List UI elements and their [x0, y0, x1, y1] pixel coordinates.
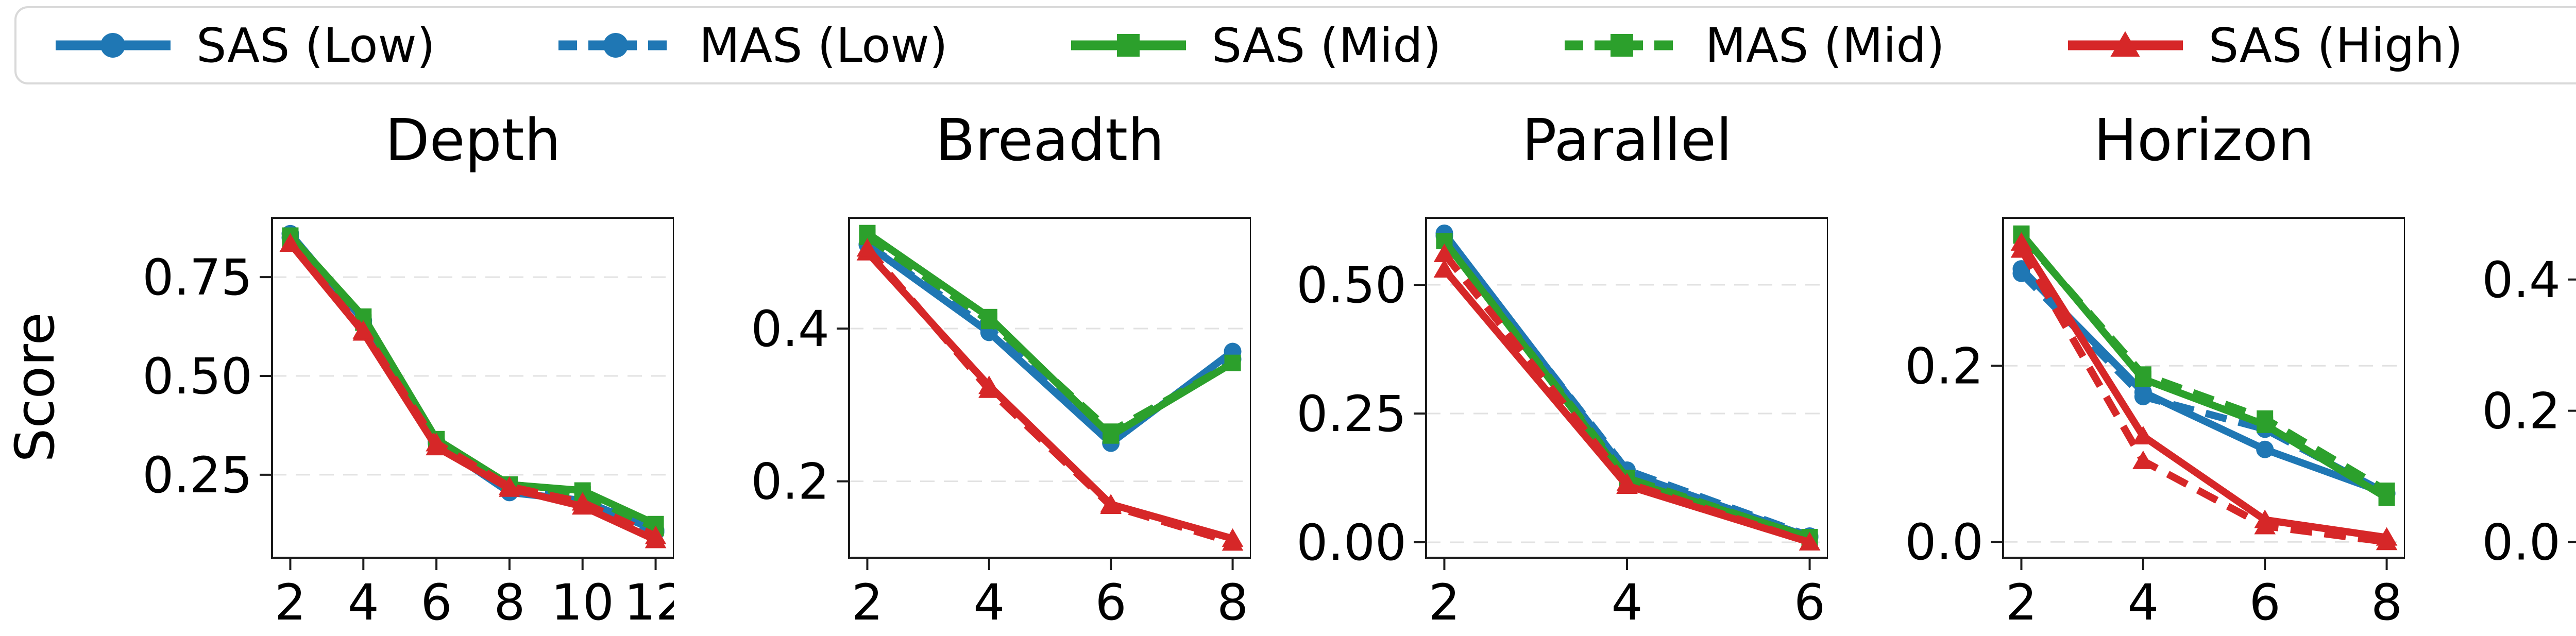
- chart-panel-parallel: Parallel 2 4 6 0.00 0.25 0.50: [1251, 90, 1828, 636]
- chart-panel-depth: Score Depth 2 4 6 8 10 12 0.25 0.50 0.75: [0, 90, 674, 636]
- legend-entry-sas-high: SAS (High): [2065, 18, 2463, 73]
- parallel-chart-svg: 2 4 6 0.00 0.25 0.50: [1296, 217, 1828, 631]
- legend-label: MAS (Low): [699, 18, 948, 73]
- legend-mas-mid-line-icon: [1564, 34, 1680, 57]
- svg-text:0.0: 0.0: [1905, 513, 1984, 571]
- svg-text:0.4: 0.4: [751, 300, 829, 358]
- svg-text:0.2: 0.2: [751, 453, 829, 511]
- depth-chart-svg: 2 4 6 8 10 12 0.25 0.50 0.75: [142, 217, 674, 631]
- legend-label: SAS (High): [2208, 18, 2463, 73]
- svg-text:0.00: 0.00: [1296, 514, 1406, 572]
- svg-text:2: 2: [2006, 574, 2037, 631]
- chart-title-parallel: Parallel: [1521, 107, 1733, 174]
- svg-text:6: 6: [1794, 574, 1825, 631]
- svg-text:2: 2: [852, 574, 883, 631]
- horizon-chart-svg: 2 4 6 8 0.0 0.2: [1905, 217, 2405, 631]
- svg-text:0.50: 0.50: [142, 348, 252, 405]
- svg-text:4: 4: [2127, 574, 2159, 631]
- chart-title-breadth: Breadth: [936, 107, 1164, 174]
- legend-sas-high-line-icon: [2067, 31, 2183, 57]
- svg-text:6: 6: [1095, 574, 1127, 631]
- legend-label: SAS (Mid): [1211, 18, 1442, 73]
- chart-title-depth: Depth: [385, 107, 561, 174]
- svg-text:8: 8: [494, 574, 525, 631]
- svg-text:0.50: 0.50: [1296, 256, 1406, 314]
- svg-text:0.75: 0.75: [142, 249, 252, 306]
- svg-text:2: 2: [1429, 574, 1460, 631]
- legend-entry-mas-mid: MAS (Mid): [1562, 18, 1945, 73]
- svg-text:6: 6: [421, 574, 452, 631]
- svg-text:0.2: 0.2: [1905, 337, 1984, 395]
- legend: SAS (Low) MAS (Low) SAS (Mid) MAS (Mid) SAS …: [14, 6, 2576, 84]
- chart-title-horizon: Horizon: [2093, 107, 2315, 174]
- svg-text:0.25: 0.25: [142, 446, 252, 504]
- chart-panel-breadth: Breadth 2 4 6 8 0.2 0.4: [674, 90, 1251, 636]
- svg-text:4: 4: [348, 574, 379, 631]
- legend-entry-sas-low: SAS (Low): [53, 18, 435, 73]
- y-axis-label: Score: [4, 312, 66, 462]
- legend-sas-low-line-icon: [56, 33, 171, 58]
- svg-text:12: 12: [624, 574, 674, 631]
- legend-entry-sas-mid: SAS (Mid): [1068, 18, 1442, 73]
- svg-text:4: 4: [973, 574, 1005, 631]
- svg-text:2: 2: [275, 574, 306, 631]
- legend-label: SAS (Low): [196, 18, 435, 73]
- svg-text:0.2: 0.2: [2482, 383, 2561, 440]
- svg-text:8: 8: [2371, 574, 2402, 631]
- svg-text:6: 6: [2249, 574, 2281, 631]
- svg-text:10: 10: [551, 574, 614, 631]
- svg-text:0.25: 0.25: [1296, 385, 1406, 443]
- legend-label: MAS (Mid): [1705, 18, 1945, 73]
- legend-entry-mas-low: MAS (Low): [555, 18, 948, 73]
- svg-text:8: 8: [1217, 574, 1248, 631]
- svg-text:4: 4: [1611, 574, 1642, 631]
- charts-row: Score Depth 2 4 6 8 10 12 0.25 0.50 0.75 Breadth…: [0, 90, 2576, 636]
- legend-mas-low-line-icon: [558, 33, 673, 58]
- svg-text:0.4: 0.4: [2482, 251, 2561, 309]
- legend-sas-mid-line-icon: [1071, 34, 1186, 57]
- svg-text:0.0: 0.0: [2482, 513, 2561, 571]
- chart-panel-horizon: Horizon 2 4 6 8 0.0 0.2: [1828, 90, 2405, 636]
- breadth-chart-svg: 2 4 6 8 0.2 0.4: [751, 217, 1251, 631]
